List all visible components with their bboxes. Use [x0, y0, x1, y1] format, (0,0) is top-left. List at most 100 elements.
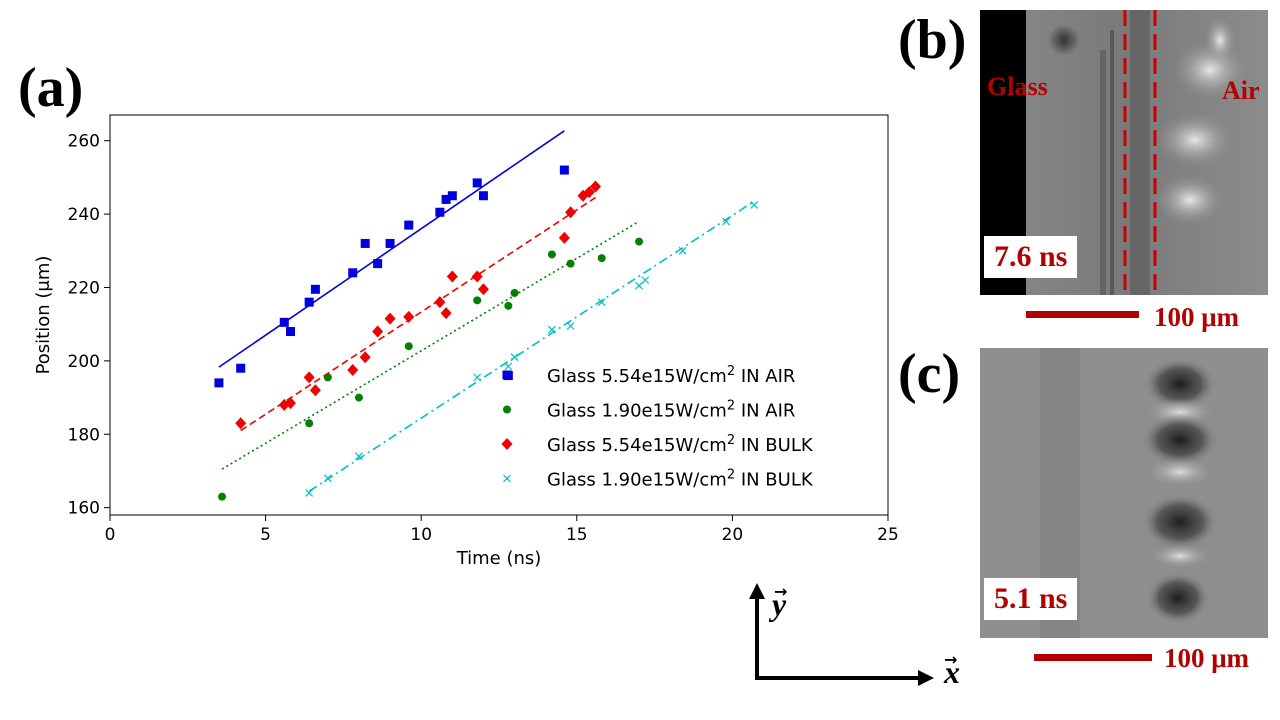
series-1	[214, 130, 569, 388]
data-point	[478, 191, 488, 201]
scale-bar-c	[1034, 654, 1152, 661]
data-point	[323, 474, 332, 483]
data-point	[566, 259, 575, 268]
data-point	[404, 220, 414, 230]
data-point	[566, 322, 575, 330]
y-tick-label: 200	[68, 352, 100, 372]
time-label-b: 7.6 ns	[984, 236, 1078, 278]
data-point	[510, 288, 519, 297]
data-point	[635, 281, 643, 290]
data-point	[309, 384, 321, 397]
y-tick-label: 220	[68, 278, 100, 298]
x-tick-label: 5	[260, 525, 271, 545]
data-point	[354, 393, 363, 402]
data-point	[441, 194, 451, 204]
legend-marker	[502, 370, 512, 380]
data-point	[558, 231, 570, 244]
position-vs-time-chart: 0 5 10 15 20 25 160 180 200 220 240 260 Glass 5.54e…	[33, 114, 899, 569]
scale-bar-b	[1026, 311, 1139, 318]
legend: Glass 5.54e15W/cm2 IN AIR Glass 1.90e15W/…	[501, 364, 814, 491]
legend-item-4: Glass 1.90e15W/cm2 IN BULK	[503, 468, 814, 491]
data-point	[477, 283, 489, 296]
data-point	[347, 364, 359, 377]
legend-marker	[503, 474, 511, 483]
data-point	[447, 191, 457, 201]
y-tick-label: 240	[68, 205, 100, 225]
panel-b-label: (b)	[898, 9, 967, 71]
series-3	[235, 180, 601, 432]
x-tick-label: 10	[410, 525, 432, 545]
data-point	[473, 296, 482, 305]
data-point	[583, 186, 595, 199]
data-point	[471, 270, 483, 283]
data-point	[279, 317, 289, 327]
data-point	[446, 270, 458, 283]
data-point	[547, 250, 556, 259]
y-axis-direction-label: → y	[772, 582, 788, 622]
legend-item-3: Glass 5.54e15W/cm2 IN BULK	[501, 433, 814, 456]
data-point	[435, 207, 445, 217]
fit-line-3	[240, 196, 596, 432]
x-tick-label: 15	[566, 525, 588, 545]
panel-c-image: 5.1 ns	[980, 348, 1268, 638]
x-tick-label: 25	[877, 525, 899, 545]
data-point	[384, 312, 396, 325]
data-point	[305, 489, 314, 497]
fit-line-2	[221, 220, 640, 470]
legend-label: Glass 5.54e15W/cm2 IN BULK	[547, 433, 814, 456]
data-point	[510, 353, 519, 362]
data-point	[360, 238, 370, 248]
y-axis-label: Position (μm)	[33, 256, 54, 375]
data-point	[310, 284, 320, 294]
series-4	[305, 200, 759, 497]
x-tick-label: 20	[722, 525, 744, 545]
data-point	[678, 246, 687, 255]
legend-item-1: Glass 5.54e15W/cm2 IN AIR	[502, 364, 795, 387]
data-point	[348, 268, 358, 278]
data-point	[722, 217, 731, 226]
scale-label-c: 100 μm	[1164, 643, 1250, 673]
panel-c-label: (c)	[898, 343, 961, 405]
data-point	[472, 178, 482, 188]
data-point	[641, 276, 650, 285]
data-point	[504, 301, 513, 310]
fit-line-4	[308, 200, 755, 492]
data-point	[303, 371, 315, 384]
y-tick-label: 160	[68, 499, 100, 519]
data-point	[750, 200, 759, 209]
data-point	[235, 417, 247, 430]
series-2	[218, 220, 644, 501]
panel-a-label: (a)	[18, 57, 84, 119]
panel-b-image: Glass Air 7.6 ns	[980, 10, 1268, 295]
y-tick-label: 260	[68, 132, 100, 152]
time-label-c: 5.1 ns	[984, 578, 1078, 620]
scale-label-b: 100 μm	[1154, 302, 1240, 332]
legend-marker	[501, 438, 513, 450]
data-point	[440, 307, 452, 320]
data-point	[284, 397, 296, 410]
x-axis-direction-label: → x	[944, 650, 960, 690]
data-point	[214, 378, 224, 388]
legend-item-2: Glass 1.90e15W/cm2 IN AIR	[503, 399, 795, 422]
data-point	[559, 165, 569, 175]
legend-marker	[503, 405, 511, 414]
x-tick-label: 0	[105, 525, 116, 545]
data-point	[218, 492, 227, 501]
data-point	[304, 297, 314, 307]
data-point	[504, 362, 513, 371]
data-point	[565, 206, 577, 219]
data-point	[403, 310, 415, 323]
data-point	[305, 419, 314, 428]
data-point	[589, 180, 601, 193]
fit-line-1	[218, 130, 565, 368]
data-point	[547, 325, 556, 334]
data-point	[473, 373, 482, 382]
plot-frame	[109, 114, 889, 516]
y-arrowhead	[749, 583, 765, 599]
data-point	[434, 296, 446, 309]
data-point	[404, 342, 413, 351]
data-point	[359, 351, 371, 364]
data-point	[236, 363, 246, 373]
legend-label: Glass 1.90e15W/cm2 IN BULK	[547, 468, 814, 491]
legend-label: Glass 1.90e15W/cm2 IN AIR	[547, 399, 795, 422]
